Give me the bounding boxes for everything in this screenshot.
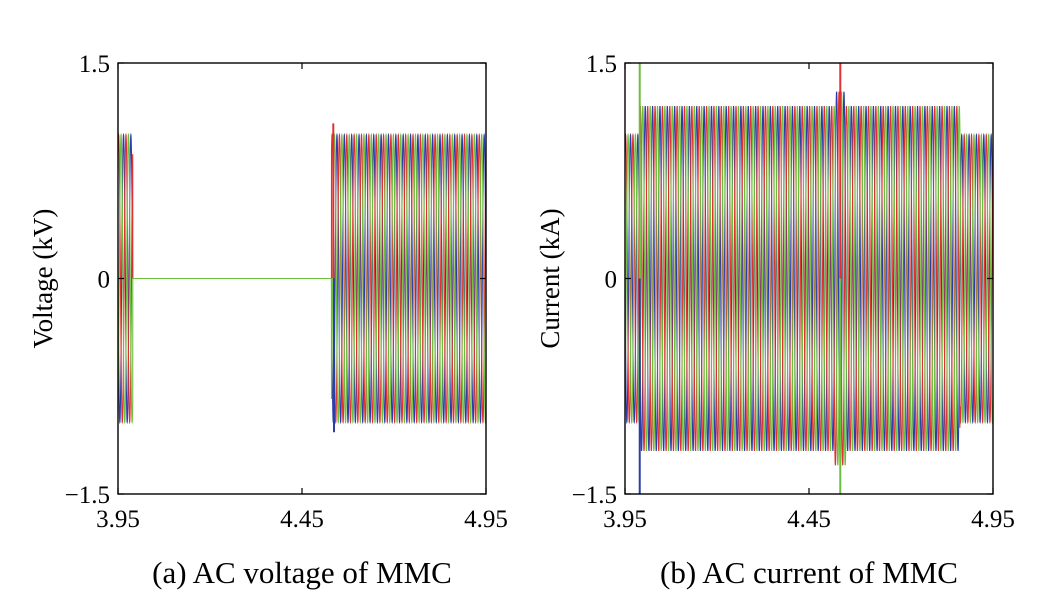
- y-tick-label: 0: [98, 267, 111, 294]
- axis-ticks: 3.95 4.45 4.95 −1.5 0 1.5: [65, 51, 508, 533]
- y-axis-label: Voltage (kV): [28, 209, 58, 349]
- x-tick-label: 3.95: [96, 506, 140, 533]
- y-tick-label: 1.5: [586, 51, 617, 78]
- plot-area: [118, 123, 486, 433]
- y-tick-label: 0: [605, 267, 618, 294]
- panel-ac-voltage: 3.95 4.45 4.95 −1.5 0 1.5 Voltage (kV) (a) AC…: [28, 51, 508, 590]
- caption: (a) AC voltage of MMC: [152, 555, 452, 590]
- series-line: [625, 91, 993, 466]
- series-line: [625, 91, 993, 466]
- x-tick-label: 3.95: [603, 506, 647, 533]
- caption: (b) AC current of MMC: [660, 555, 958, 590]
- x-tick-label: 4.45: [787, 506, 831, 533]
- plot-area: [625, 63, 993, 494]
- y-tick-label: −1.5: [65, 482, 110, 509]
- x-tick-label: 4.95: [971, 506, 1015, 533]
- x-tick-label: 4.45: [280, 506, 324, 533]
- y-tick-label: 1.5: [79, 51, 110, 78]
- y-axis-label: Current (kA): [535, 208, 565, 348]
- y-tick-label: −1.5: [572, 482, 617, 509]
- axis-ticks: 3.95 4.45 4.95 −1.5 0 1.5: [572, 51, 1015, 533]
- series-line: [118, 132, 486, 425]
- series-line: [625, 91, 993, 466]
- panel-ac-current: 3.95 4.45 4.95 −1.5 0 1.5 Current (kA) (b) AC…: [535, 51, 1015, 590]
- x-tick-label: 4.95: [464, 506, 508, 533]
